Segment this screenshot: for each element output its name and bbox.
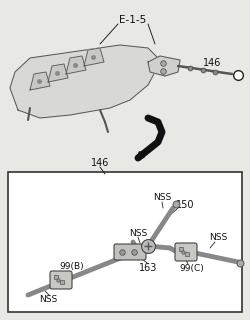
Text: 99(B): 99(B)	[60, 262, 84, 271]
Polygon shape	[84, 48, 104, 66]
Polygon shape	[148, 56, 180, 76]
Text: NSS: NSS	[39, 295, 57, 305]
Text: 146: 146	[91, 158, 109, 168]
Text: NSS: NSS	[129, 228, 147, 237]
Text: 99(C): 99(C)	[180, 263, 204, 273]
Polygon shape	[66, 56, 86, 74]
Text: NSS: NSS	[209, 234, 227, 243]
FancyBboxPatch shape	[5, 5, 245, 153]
Polygon shape	[48, 64, 68, 82]
FancyBboxPatch shape	[114, 244, 146, 260]
Text: E-1-5: E-1-5	[120, 15, 146, 25]
Polygon shape	[30, 72, 50, 90]
Text: 163: 163	[139, 263, 157, 273]
FancyBboxPatch shape	[175, 243, 197, 261]
FancyBboxPatch shape	[50, 271, 72, 289]
Text: 150: 150	[176, 200, 194, 210]
Polygon shape	[10, 45, 158, 118]
Text: NSS: NSS	[153, 194, 171, 203]
Bar	[8, 172, 242, 312]
Text: 146: 146	[203, 58, 221, 68]
